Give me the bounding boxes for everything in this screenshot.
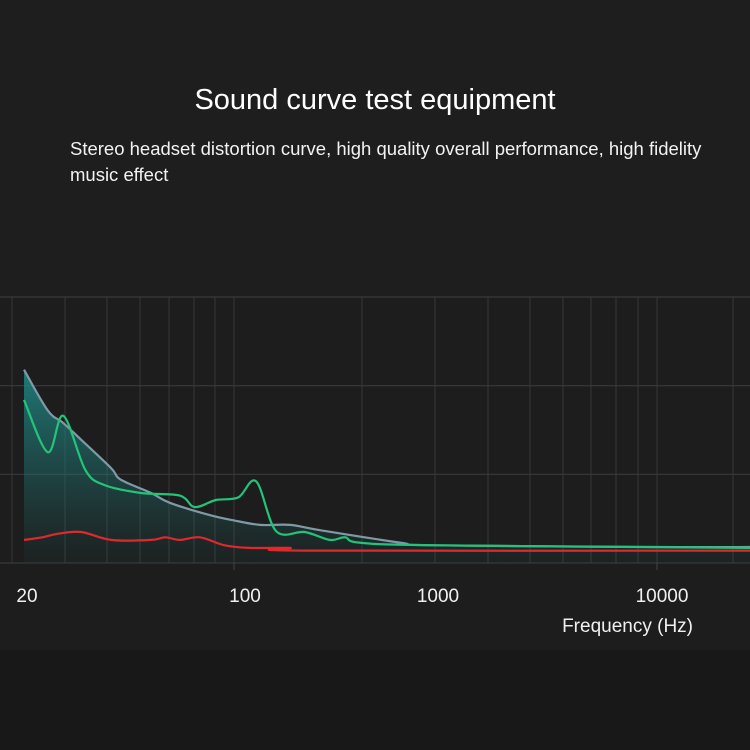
x-tick-label: 1000 bbox=[417, 586, 459, 607]
page-subtitle: Stereo headset distortion curve, high qu… bbox=[70, 138, 702, 185]
chart-series bbox=[22, 369, 750, 563]
x-axis-label: Frequency (Hz) bbox=[562, 616, 693, 637]
x-tick-label: 20 bbox=[16, 586, 37, 607]
x-axis-ticks: 20 100 1000 10000 bbox=[16, 586, 688, 607]
chart-grid bbox=[0, 296, 750, 650]
series-line-red bbox=[23, 530, 750, 552]
x-tick-label: 100 bbox=[229, 586, 261, 607]
plot-background bbox=[0, 297, 750, 650]
x-tick-label: 10000 bbox=[636, 586, 689, 607]
page-title: Sound curve test equipment bbox=[194, 84, 556, 116]
header-background bbox=[0, 0, 750, 297]
series-line-green bbox=[22, 399, 750, 549]
footer-background bbox=[0, 650, 750, 750]
